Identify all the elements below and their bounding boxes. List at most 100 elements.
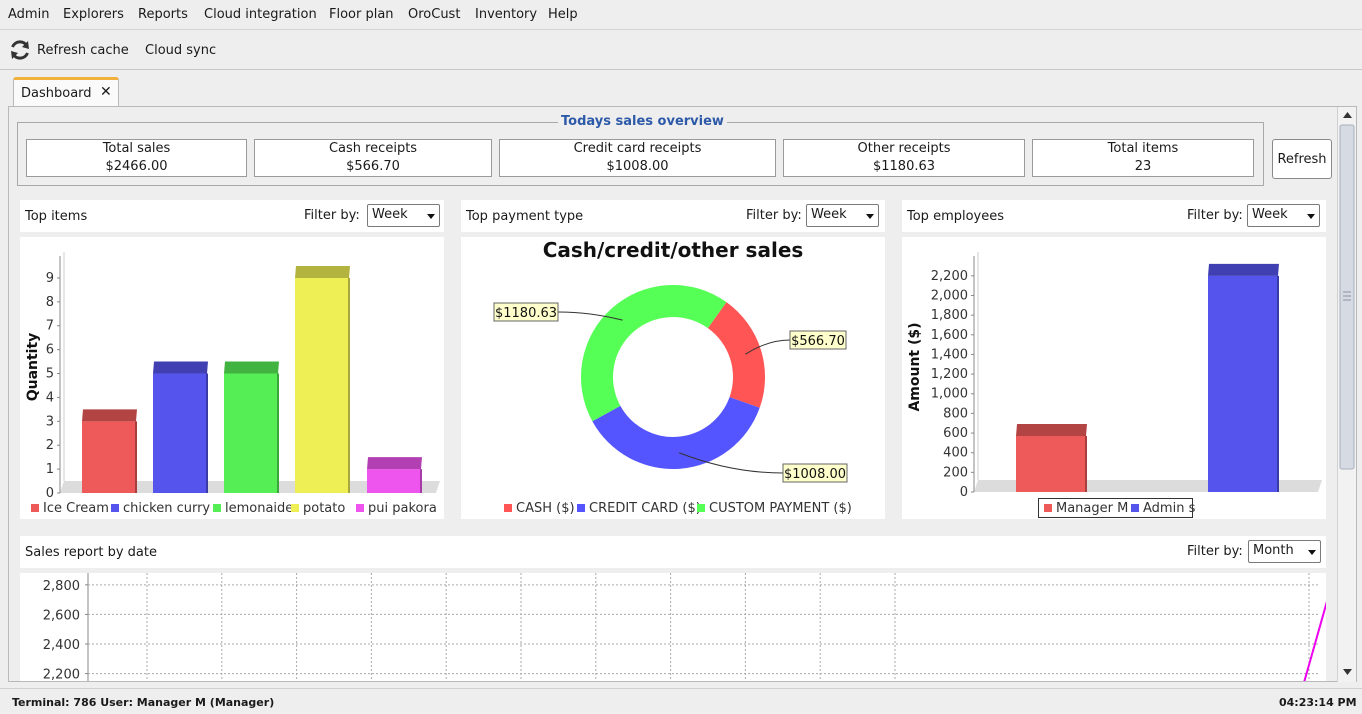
top-items-filter-select[interactable]: Week bbox=[367, 204, 440, 227]
select-value: Month bbox=[1253, 543, 1294, 558]
chevron-down-icon bbox=[1307, 214, 1315, 219]
legend-label: potato bbox=[303, 501, 346, 516]
close-icon[interactable]: ✕ bbox=[100, 84, 112, 100]
value-label-box bbox=[782, 463, 848, 483]
bar-top-face bbox=[295, 265, 350, 278]
legend-item: pui pakora bbox=[356, 501, 437, 516]
stat-value: $1180.63 bbox=[872, 159, 936, 174]
stat-label: Total sales bbox=[102, 141, 171, 156]
terminal-user-status: Terminal: 786 User: Manager M (Manager) bbox=[12, 696, 275, 709]
sales-report-header: Sales report by date Filter by: Month bbox=[20, 536, 1326, 568]
stat-value: $1008.00 bbox=[606, 159, 669, 174]
chart-title: Cash/credit/other sales bbox=[543, 238, 804, 262]
y-tick-label: 1,600 bbox=[931, 328, 968, 343]
top-payment-filter-select[interactable]: Week bbox=[806, 204, 879, 227]
y-tick-label: 400 bbox=[943, 446, 968, 461]
sales-line bbox=[1303, 601, 1326, 681]
legend-swatch bbox=[697, 504, 705, 512]
cloud-sync-button[interactable]: Cloud sync bbox=[145, 38, 216, 62]
legend-swatch bbox=[31, 504, 39, 512]
top-employees-title: Top employees bbox=[907, 209, 1005, 224]
stat-label: Total items bbox=[1107, 141, 1179, 156]
top-employees-filter-select[interactable]: Week bbox=[1247, 204, 1320, 227]
stat-total-sales: Total sales $2466.00 bbox=[26, 139, 247, 177]
y-tick-label: 1,400 bbox=[931, 347, 968, 362]
menu-reports[interactable]: Reports bbox=[138, 7, 188, 22]
menu-explorers[interactable]: Explorers bbox=[63, 7, 124, 22]
value-label: $566.70 bbox=[791, 334, 845, 349]
bar-top-face bbox=[1208, 263, 1279, 276]
stat-label: Other receipts bbox=[857, 141, 951, 156]
sales-report-filter-select[interactable]: Month bbox=[1248, 540, 1321, 563]
legend-label: Admin s bbox=[1143, 501, 1196, 516]
filter-label: Filter by: bbox=[746, 208, 802, 223]
chevron-down-icon bbox=[866, 214, 874, 219]
menu-cloud-integration[interactable]: Cloud integration bbox=[204, 7, 317, 22]
chevron-down-icon bbox=[1308, 550, 1316, 555]
top-items-header: Top items Filter by: Week bbox=[20, 200, 444, 232]
legend-label: CUSTOM PAYMENT ($) bbox=[709, 501, 852, 516]
y-tick-label: 6 bbox=[46, 343, 54, 358]
top-payment-header: Top payment type Filter by: Week bbox=[461, 200, 885, 232]
menu-inventory[interactable]: Inventory bbox=[475, 7, 538, 22]
y-tick-label: 2,200 bbox=[931, 269, 968, 284]
menu-floor-plan[interactable]: Floor plan bbox=[329, 7, 394, 22]
toolbar: Refresh cache Cloud sync bbox=[0, 30, 1362, 70]
top-items-chart: 0 1 2 3 4 5 6 7 8 9 Quantity Ice Cream chicken curr… bbox=[20, 237, 444, 519]
stat-value: $2466.00 bbox=[105, 159, 168, 174]
bar-top-face bbox=[1016, 423, 1087, 436]
sales-report-chart: 2,200 2,400 2,600 2,800 bbox=[20, 573, 1326, 681]
donut-slice bbox=[581, 285, 727, 422]
bar bbox=[82, 421, 136, 493]
payment-donut-chart: Cash/credit/other sales $566.70 $1008.00 $1… bbox=[493, 238, 848, 483]
stat-cash-receipts: Cash receipts $566.70 bbox=[254, 139, 492, 177]
select-value: Week bbox=[811, 207, 847, 222]
y-tick-label: 8 bbox=[46, 295, 54, 310]
tab-dashboard[interactable]: Dashboard ✕ bbox=[13, 77, 119, 107]
y-tick-label: 7 bbox=[46, 319, 54, 334]
y-tick-label: 2 bbox=[46, 438, 54, 453]
value-label-box bbox=[493, 302, 559, 322]
donut-slice bbox=[592, 397, 760, 469]
refresh-button[interactable]: Refresh bbox=[1272, 139, 1332, 179]
chevron-down-icon bbox=[427, 214, 435, 219]
legend-label: pui pakora bbox=[368, 501, 437, 516]
refresh-cache-button[interactable]: Refresh cache bbox=[8, 38, 129, 62]
legend-swatch bbox=[1044, 504, 1052, 512]
select-value: Week bbox=[1252, 207, 1288, 222]
y-tick-label: 4 bbox=[46, 390, 54, 405]
y-tick-label: 0 bbox=[46, 486, 54, 497]
cloud-sync-label: Cloud sync bbox=[145, 42, 217, 58]
menu-orocust[interactable]: OroCust bbox=[408, 7, 461, 22]
label-leader-line bbox=[557, 311, 623, 321]
top-items-bar-chart: 0 1 2 3 4 5 6 7 8 9 Quantity bbox=[25, 252, 440, 501]
y-tick-label: 1 bbox=[46, 462, 54, 477]
stat-value: $566.70 bbox=[346, 159, 400, 174]
y-tick-label: 1,800 bbox=[931, 308, 968, 323]
sales-line-chart: 2,200 2,400 2,600 2,800 bbox=[43, 573, 1326, 681]
legend-item: CREDIT CARD ($) bbox=[577, 501, 701, 516]
top-employees-header: Top employees Filter by: Week bbox=[902, 200, 1326, 232]
y-axis-title: Amount ($) bbox=[907, 322, 923, 411]
legend-label: CASH ($) bbox=[516, 501, 575, 516]
legend-label: Manager M bbox=[1056, 501, 1129, 516]
legend-swatch bbox=[577, 504, 585, 512]
legend-item: potato bbox=[291, 501, 345, 516]
menu-bar: Admin Explorers Reports Cloud integratio… bbox=[0, 0, 1362, 30]
y-tick-label: 2,800 bbox=[43, 579, 80, 594]
y-tick-label: 1,000 bbox=[931, 387, 968, 402]
legend-label: lemonaide bbox=[225, 501, 294, 516]
top-employees-chart: 0 200 400 600 800 1,000 1,200 1,400 1,600 1,800 2,… bbox=[902, 237, 1326, 519]
legend-item: Ice Cream bbox=[31, 501, 109, 516]
legend-swatch bbox=[1131, 504, 1139, 512]
menu-help[interactable]: Help bbox=[548, 7, 578, 22]
select-value: Week bbox=[372, 207, 408, 222]
legend-swatch bbox=[504, 504, 512, 512]
vertical-scrollbar[interactable] bbox=[1337, 107, 1356, 682]
filter-label: Filter by: bbox=[1187, 544, 1243, 559]
menu-admin[interactable]: Admin bbox=[8, 7, 50, 22]
bar bbox=[153, 373, 207, 493]
bar bbox=[1016, 435, 1086, 492]
y-tick-label: 200 bbox=[943, 465, 968, 480]
y-tick-label: 2,600 bbox=[43, 608, 80, 623]
